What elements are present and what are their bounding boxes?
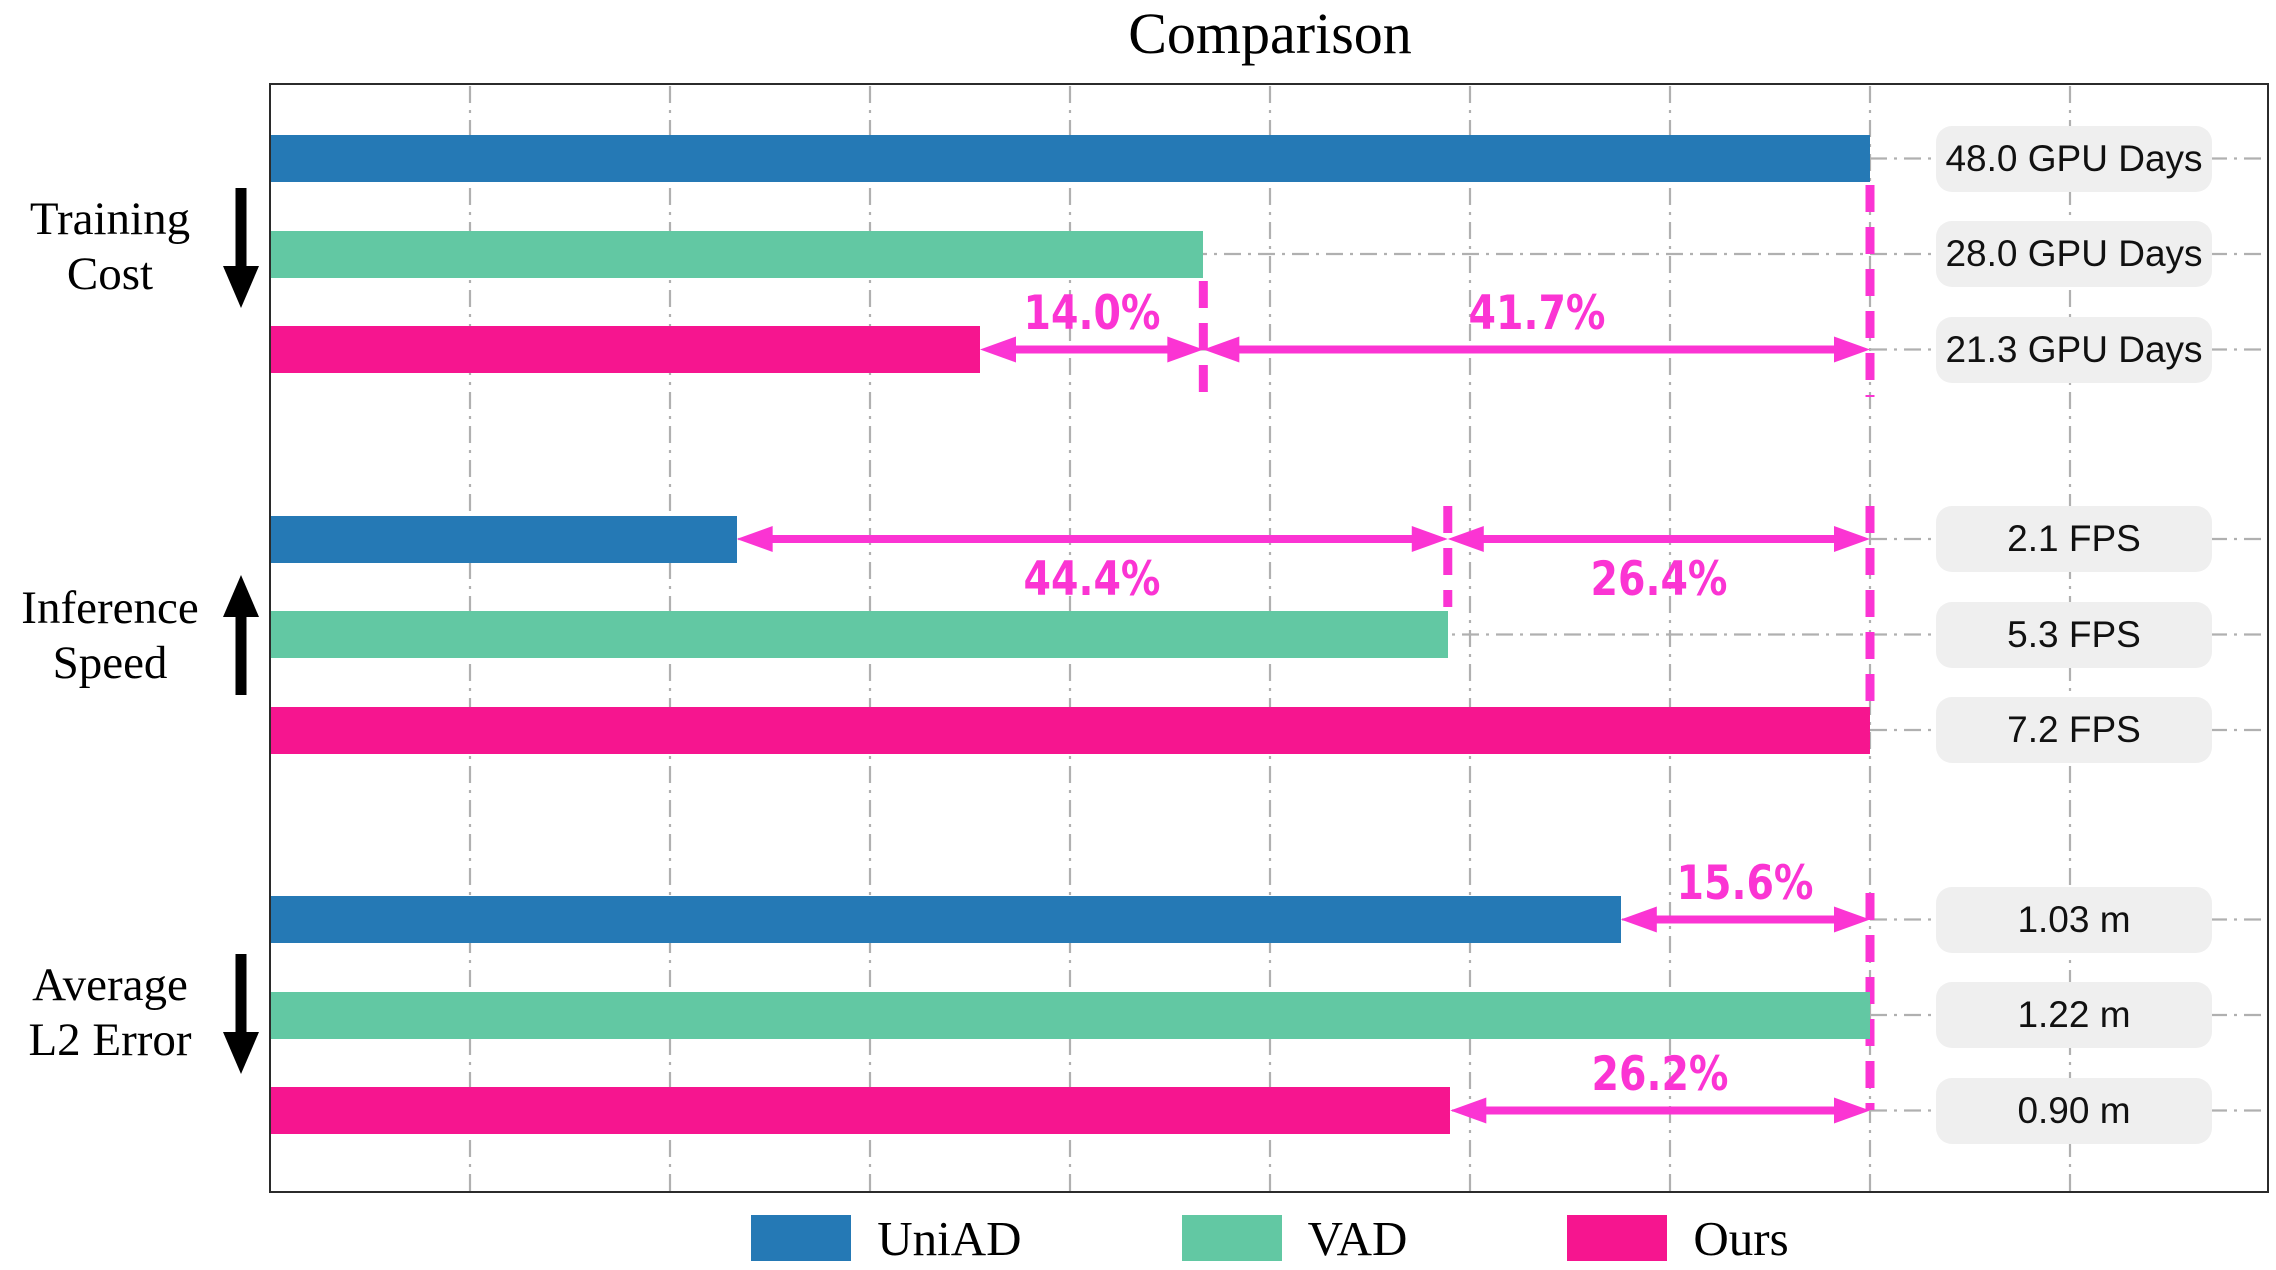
value-pill: 1.03 m — [1936, 886, 2212, 953]
metric-label-line: L2 Error — [28, 1014, 192, 1066]
chart-title: Comparison — [1128, 1, 1412, 66]
percent-label: 26.2% — [1591, 1046, 1729, 1102]
metric-label-training-cost: Training Cost — [6, 186, 260, 308]
value-pill: 1.22 m — [1936, 982, 2212, 1048]
value-pill: 21.3 GPU Days — [1936, 316, 2212, 383]
legend-swatch-vad — [1181, 1215, 1282, 1261]
percent-label: 44.4% — [1023, 552, 1161, 607]
bar-vad-2 — [270, 991, 1870, 1039]
metric-label-line: Speed — [52, 637, 168, 689]
metric-label-line: Training — [29, 192, 191, 245]
percent-label: 15.6% — [1676, 855, 1814, 911]
improvement-arrow — [1447, 526, 1870, 552]
bar-ours-2 — [270, 1087, 1451, 1134]
bar-ours-1 — [270, 706, 1870, 754]
bar-uniad-0 — [270, 135, 1870, 182]
legend: UniAD VAD Ours — [270, 1210, 2270, 1266]
bar-vad-1 — [270, 611, 1448, 658]
metric-label-line: Inference — [21, 581, 199, 634]
legend-label-vad: VAD — [1307, 1210, 1408, 1266]
improvement-arrow — [1203, 336, 1870, 363]
value-pill: 0.90 m — [1936, 1077, 2212, 1144]
down-arrow-icon — [223, 188, 259, 308]
bar-vad-0 — [270, 230, 1204, 278]
legend-label-uniad: UniAD — [877, 1210, 1022, 1266]
value-pill: 7.2 FPS — [1936, 697, 2212, 763]
legend-item-ours: Ours — [1567, 1210, 1789, 1267]
up-arrow-icon — [223, 575, 259, 695]
percent-label: 26.4% — [1590, 552, 1728, 607]
bar-uniad-1 — [270, 515, 737, 563]
bar-uniad-2 — [270, 896, 1621, 943]
value-pill: 48.0 GPU Days — [1936, 125, 2212, 192]
metric-label-inference-speed: Inference Speed — [6, 575, 260, 697]
metric-label-line: Average — [32, 958, 188, 1011]
percent-label: 41.7% — [1468, 285, 1606, 341]
bar-ours-0 — [270, 326, 980, 373]
improvement-arrow — [1450, 1097, 1870, 1124]
legend-label-ours: Ours — [1693, 1210, 1789, 1266]
improvement-arrow — [1620, 906, 1870, 933]
legend-swatch-ours — [1567, 1215, 1668, 1261]
value-pill: 5.3 FPS — [1936, 601, 2212, 668]
percent-label: 14.0% — [1023, 285, 1161, 341]
legend-swatch-uniad — [751, 1215, 852, 1261]
value-pill: 2.1 FPS — [1936, 506, 2212, 572]
legend-item-vad: VAD — [1181, 1210, 1408, 1267]
value-pill: 28.0 GPU Days — [1936, 221, 2212, 287]
metric-label-line: Cost — [66, 248, 154, 300]
improvement-arrow — [980, 336, 1204, 363]
improvement-arrow — [736, 526, 1448, 552]
legend-item-uniad: UniAD — [751, 1210, 1022, 1267]
down-arrow-icon — [223, 954, 259, 1074]
metric-label-average-l2-error: Average L2 Error — [6, 952, 260, 1074]
